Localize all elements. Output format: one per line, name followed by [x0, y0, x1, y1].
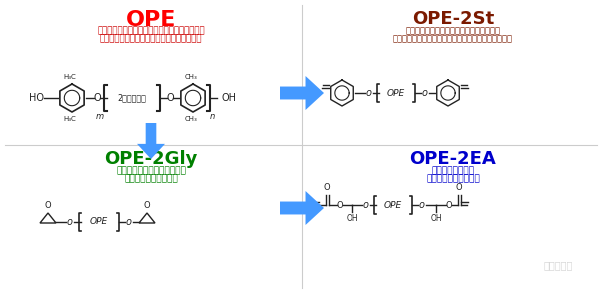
Text: （二官能ポリフェニレンエーテルオリゴマー）: （二官能ポリフェニレンエーテルオリゴマー） — [97, 26, 205, 35]
Text: O: O — [45, 201, 51, 210]
Text: 低誘電特性、耐湿性、汎用溶剤に可溶な樹脂: 低誘電特性、耐湿性、汎用溶剤に可溶な樹脂 — [100, 34, 202, 43]
Text: o: o — [67, 217, 73, 227]
Text: OPE-2Gly: OPE-2Gly — [104, 150, 198, 168]
Text: （低誘電性エポキシ誘導体）: （低誘電性エポキシ誘導体） — [116, 166, 186, 175]
Text: 低誘電特性積層板用途: 低誘電特性積層板用途 — [124, 174, 178, 183]
Text: OPE: OPE — [90, 217, 108, 226]
Polygon shape — [280, 191, 324, 225]
Text: （低誘電率、低誘電正接スチレン誘導体）: （低誘電率、低誘電正接スチレン誘導体） — [405, 26, 500, 35]
Text: O: O — [166, 93, 174, 103]
Text: OH: OH — [221, 93, 236, 103]
Text: o: o — [126, 217, 132, 227]
Text: H₃C: H₃C — [64, 116, 76, 122]
Text: （光硬化性樹脂）: （光硬化性樹脂） — [431, 166, 474, 175]
Text: 2官能型コア: 2官能型コア — [117, 93, 146, 103]
Text: OH: OH — [430, 214, 442, 223]
Text: o: o — [419, 200, 425, 210]
Text: o: o — [363, 200, 369, 210]
Text: H₃C: H₃C — [64, 74, 76, 80]
Text: OPE: OPE — [126, 10, 176, 30]
Text: n: n — [210, 112, 215, 121]
Polygon shape — [280, 76, 324, 110]
Polygon shape — [137, 123, 165, 159]
Text: o: o — [366, 88, 372, 98]
Text: o: o — [422, 88, 428, 98]
Text: O: O — [144, 201, 150, 210]
Text: CH₃: CH₃ — [185, 116, 197, 122]
Text: 超低誘電特性積層板、ビルドアップ層間絶縁材料用途: 超低誘電特性積層板、ビルドアップ層間絶縁材料用途 — [393, 34, 513, 43]
Text: ソルダーレジスト用途: ソルダーレジスト用途 — [426, 174, 480, 183]
Text: O: O — [456, 183, 462, 192]
Text: OPE-2St: OPE-2St — [412, 10, 494, 28]
Text: O: O — [93, 93, 101, 103]
Text: O: O — [324, 183, 330, 192]
Text: OPE: OPE — [387, 88, 405, 98]
Text: OPE: OPE — [384, 200, 402, 209]
Text: m: m — [96, 112, 104, 121]
Text: HO: HO — [29, 93, 44, 103]
Text: O: O — [337, 200, 343, 209]
Text: CH₃: CH₃ — [185, 74, 197, 80]
Text: OH: OH — [346, 214, 358, 223]
Text: OPE-2EA: OPE-2EA — [410, 150, 496, 168]
Text: O: O — [446, 200, 453, 209]
Text: 千郡高分子: 千郡高分子 — [543, 260, 573, 270]
